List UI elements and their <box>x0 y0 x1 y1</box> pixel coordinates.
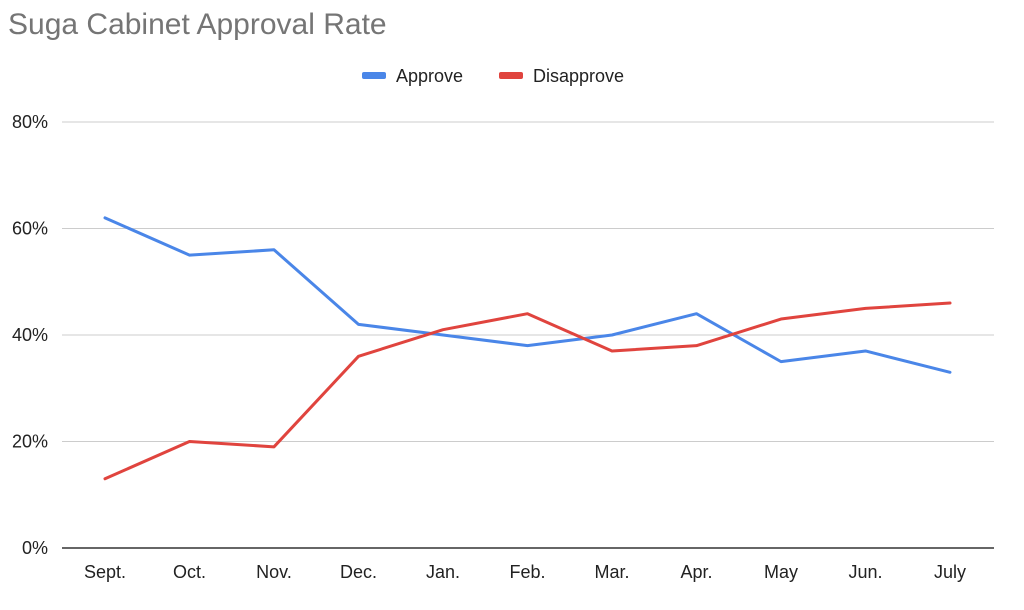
x-tick-label: Jan. <box>426 562 460 582</box>
x-tick-label: Mar. <box>594 562 629 582</box>
legend-label-disapprove: Disapprove <box>533 66 624 86</box>
legend-swatch-disapprove <box>499 72 523 79</box>
x-tick-label: Oct. <box>173 562 206 582</box>
y-tick-label: 20% <box>12 432 48 452</box>
gridlines <box>62 121 994 442</box>
y-tick-label: 60% <box>12 219 48 239</box>
series-line-approve <box>103 216 952 374</box>
y-tick-label: 40% <box>12 325 48 345</box>
x-tick-label: Apr. <box>680 562 712 582</box>
chart-title: Suga Cabinet Approval Rate <box>8 8 387 41</box>
legend: Approve Disapprove <box>362 66 624 86</box>
x-axis-ticks: Sept. Oct. Nov. Dec. Jan. Feb. Mar. Apr. May Jun.… <box>84 562 966 582</box>
series-lines <box>103 216 952 481</box>
y-tick-label: 80% <box>12 112 48 132</box>
x-tick-label: Sept. <box>84 562 126 582</box>
x-tick-label: May <box>764 562 798 582</box>
x-tick-label: Nov. <box>256 562 292 582</box>
y-axis-ticks: 0% 20% 40% 60% 80% <box>12 112 48 558</box>
legend-swatch-approve <box>362 72 386 79</box>
legend-label-approve: Approve <box>396 66 463 86</box>
x-tick-label: Jun. <box>848 562 882 582</box>
x-tick-label: Feb. <box>509 562 545 582</box>
x-tick-label: July <box>934 562 966 582</box>
series-line-disapprove <box>103 301 952 481</box>
x-tick-label: Dec. <box>340 562 377 582</box>
y-tick-label: 0% <box>22 538 48 558</box>
